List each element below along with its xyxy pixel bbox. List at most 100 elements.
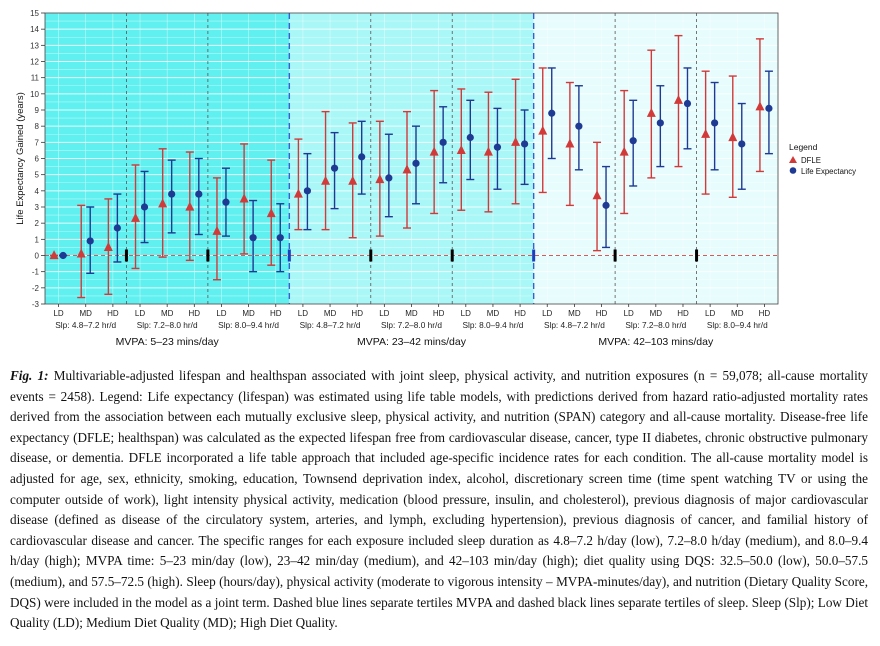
sleep-group-label: Slp: 7.2–8.0 hr/d — [137, 320, 198, 330]
life-expectancy-point — [656, 119, 664, 127]
mvpa-group-label: MVPA: 5–23 mins/day — [116, 336, 220, 348]
life-expectancy-point — [195, 190, 203, 198]
sleep-group-label: Slp: 8.0–9.4 hr/d — [462, 320, 523, 330]
diet-label: HD — [107, 309, 119, 318]
y-tick-label: 1 — [35, 235, 40, 244]
diet-label: MD — [731, 309, 744, 318]
y-tick-label: 4 — [35, 187, 40, 196]
diet-label: LD — [542, 309, 552, 318]
sleep-group-label: Slp: 7.2–8.0 hr/d — [381, 320, 442, 330]
diet-label: MD — [487, 309, 500, 318]
dfle-point — [429, 146, 439, 156]
y-tick-label: 15 — [30, 9, 39, 18]
life-expectancy-point — [466, 133, 474, 142]
life-expectancy-point — [330, 164, 339, 172]
y-tick-label: 14 — [30, 25, 39, 34]
y-tick-label: 10 — [30, 90, 39, 99]
diet-label: HD — [759, 309, 771, 318]
diet-label: MD — [79, 309, 92, 318]
life-expectancy-point — [711, 119, 719, 127]
dfle-point — [402, 164, 412, 174]
dfle-point — [728, 132, 738, 142]
life-expectancy-point — [493, 143, 502, 151]
legend-title: Legend — [789, 142, 818, 152]
dfle-point — [511, 136, 521, 146]
life-expectancy-point — [629, 137, 637, 145]
dfle-point — [483, 146, 493, 156]
y-tick-label: 6 — [35, 155, 40, 164]
life-expectancy-point — [439, 138, 447, 146]
diet-label: MD — [568, 309, 581, 318]
diet-label: MD — [650, 309, 663, 318]
caption-text: Multivariable-adjusted lifespan and heal… — [10, 368, 869, 631]
dfle-point — [321, 175, 331, 185]
sleep-group-label: Slp: 8.0–9.4 hr/d — [707, 320, 768, 330]
diet-label: HD — [189, 309, 201, 318]
figure-caption: Fig. 1: Multivariable-adjusted lifespan … — [10, 366, 868, 634]
life-expectancy-point — [575, 122, 583, 130]
diet-label: LD — [135, 309, 145, 318]
diet-label: LD — [298, 309, 308, 318]
diet-label: HD — [433, 309, 445, 318]
dfle-point — [293, 188, 303, 198]
life-expectancy-point — [249, 234, 257, 242]
y-tick-label: 12 — [30, 58, 39, 67]
y-tick-label: 13 — [30, 41, 39, 50]
mvpa-group-label: MVPA: 42–103 mins/day — [598, 336, 714, 348]
mvpa-group-label: MVPA: 23–42 mins/day — [357, 336, 467, 348]
life-expectancy-point — [113, 224, 121, 232]
y-axis-title: Life Expectancy Gained (years) — [15, 92, 26, 225]
y-tick-label: -1 — [32, 268, 40, 277]
y-tick-label: -2 — [32, 284, 40, 293]
life-expectancy-point — [222, 198, 230, 206]
diet-label: LD — [624, 309, 634, 318]
life-expectancy-point — [140, 203, 149, 211]
y-tick-label: -3 — [32, 300, 40, 309]
dfle-point — [239, 193, 249, 203]
dfle-point — [76, 248, 86, 258]
diet-label: MD — [324, 309, 337, 318]
life-expectancy-point — [385, 174, 393, 182]
sleep-group-label: Slp: 4.8–7.2 hr/d — [544, 320, 605, 330]
diet-label: LD — [705, 309, 715, 318]
y-tick-label: 11 — [31, 74, 40, 83]
dfle-point — [266, 208, 276, 218]
dfle-point — [158, 198, 168, 208]
dfle-point — [619, 146, 629, 156]
life-expectancy-point — [168, 190, 176, 198]
diet-label: LD — [216, 309, 226, 318]
life-expectancy-point — [765, 104, 773, 112]
diet-label: HD — [514, 309, 526, 318]
legend-entry-label: Life Expectancy — [801, 167, 856, 176]
y-tick-label: 2 — [35, 219, 40, 228]
sleep-group-label: Slp: 8.0–9.4 hr/d — [218, 320, 279, 330]
life-expectancy-point — [602, 201, 610, 209]
life-expectancy-point — [683, 99, 692, 108]
dfle-point — [646, 107, 656, 117]
diet-label: LD — [379, 309, 389, 318]
dfle-point — [701, 128, 711, 138]
diet-label: HD — [677, 309, 689, 318]
sleep-group-label: Slp: 4.8–7.2 hr/d — [55, 320, 116, 330]
sleep-group-label: Slp: 7.2–8.0 hr/d — [625, 320, 686, 330]
y-tick-label: 3 — [35, 203, 40, 212]
life-expectancy-point — [358, 153, 366, 161]
diet-label: MD — [405, 309, 418, 318]
sleep-group-label: Slp: 4.8–7.2 hr/d — [300, 320, 361, 330]
life-expectancy-point — [303, 187, 312, 195]
diet-label: HD — [596, 309, 608, 318]
life-expectancy-point — [548, 109, 556, 117]
legend-dfle-marker — [789, 156, 797, 163]
caption-label: Fig. 1: — [10, 368, 49, 383]
y-tick-label: 7 — [35, 138, 40, 147]
diet-label: LD — [53, 309, 63, 318]
dfle-point — [49, 250, 59, 260]
dfle-point — [185, 201, 195, 211]
y-tick-label: 9 — [35, 106, 40, 115]
dfle-point — [131, 212, 141, 222]
legend-life-expectancy-marker — [789, 167, 797, 174]
dfle-point — [348, 175, 358, 185]
legend-entry-label: DFLE — [801, 156, 821, 165]
life-expectancy-point — [59, 251, 67, 260]
